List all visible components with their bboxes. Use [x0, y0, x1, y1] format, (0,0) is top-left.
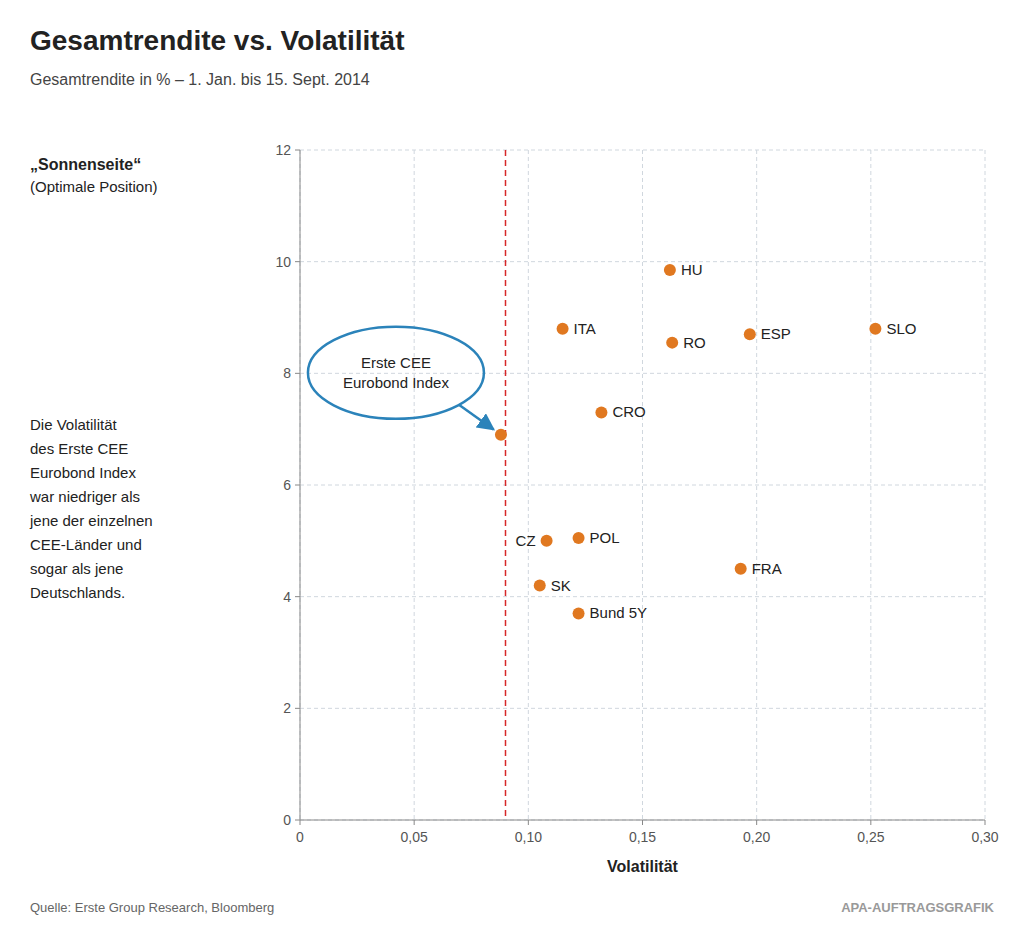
note-line: sogar als jene — [30, 560, 123, 577]
x-tick — [414, 820, 415, 825]
reference-sublabel: (Optimale Position) — [30, 178, 158, 195]
y-tick-label: 12 — [275, 142, 291, 158]
y-grid-line — [300, 596, 985, 597]
point-label: ESP — [761, 325, 791, 342]
x-tick — [642, 820, 643, 825]
axes: 0 0,05 0,10 0,15 0,20 0,25 0,30 0 2 4 6 8 10 12 — [275, 142, 998, 845]
source: Quelle: Erste Group Research, Bloomberg — [30, 900, 274, 915]
x-tick — [985, 820, 986, 825]
point — [666, 337, 678, 349]
x-tick-label: 0,10 — [515, 829, 542, 845]
point — [664, 264, 676, 276]
note-line: Die Volatilität — [30, 416, 118, 433]
y-tick — [295, 261, 300, 262]
y-tick — [295, 485, 300, 486]
y-tick-label: 2 — [283, 700, 291, 716]
y-grid-line — [300, 261, 985, 262]
point-label: SK — [551, 577, 571, 594]
reference-label: „Sonnenseite“ — [30, 156, 141, 173]
point — [495, 429, 507, 441]
point-label: CRO — [612, 403, 645, 420]
y-tick-label: 6 — [283, 477, 291, 493]
point-label: ITA — [574, 320, 596, 337]
y-tick — [295, 820, 300, 821]
reference-line — [505, 150, 507, 820]
x-tick-label: 0,30 — [971, 829, 998, 845]
point — [573, 532, 585, 544]
y-grid-line — [300, 150, 985, 151]
callout-ellipse — [308, 327, 484, 419]
point-label: CZ — [516, 532, 536, 549]
x-grid-line — [642, 150, 643, 820]
note-line: Eurobond Index — [30, 464, 136, 481]
y-tick — [295, 150, 300, 151]
x-grid-line — [300, 150, 301, 820]
y-tick-label: 0 — [283, 812, 291, 828]
y-tick-label: 8 — [283, 365, 291, 381]
point-label: FRA — [752, 560, 782, 577]
point — [541, 535, 553, 547]
note-line: des Erste CEE — [30, 440, 128, 457]
point — [869, 323, 881, 335]
y-grid-line — [300, 708, 985, 709]
x-tick — [870, 820, 871, 825]
note-line: Deutschlands. — [30, 584, 125, 601]
subtitle: Gesamtrendite in % – 1. Jan. bis 15. Sep… — [30, 71, 370, 88]
point-label: Bund 5Y — [590, 604, 648, 621]
callout-arrow — [459, 405, 493, 430]
credit: APA-AUFTRAGSGRAFIK — [841, 900, 994, 915]
point-label: SLO — [886, 320, 916, 337]
callout-label: Erste CEE Eurobond Index — [343, 354, 449, 391]
x-tick — [300, 820, 301, 825]
plot-area — [495, 150, 881, 820]
point — [735, 563, 747, 575]
title: Gesamtrendite vs. Volatilität — [30, 25, 405, 56]
x-tick-label: 0,25 — [857, 829, 884, 845]
y-tick — [295, 708, 300, 709]
y-tick-label: 10 — [275, 254, 291, 270]
y-grid-line — [300, 820, 985, 821]
point — [744, 328, 756, 340]
grid — [300, 150, 985, 820]
chart: Gesamtrendite vs. Volatilität Gesamtrendi… — [0, 0, 1024, 936]
point-labels: ITA HU RO CRO ESP SLO CZ POL FRA SK Bund 5Y — [516, 261, 917, 621]
point — [534, 580, 546, 592]
x-tick-label: 0,20 — [743, 829, 770, 845]
x-tick-label: 0,05 — [401, 829, 428, 845]
x-axis-line — [300, 820, 985, 821]
x-tick-label: 0 — [296, 829, 304, 845]
note-line: war niedriger als — [29, 488, 140, 505]
point — [595, 406, 607, 418]
point — [573, 607, 585, 619]
note-line: jene der einzelnen — [29, 512, 153, 529]
y-grid-line — [300, 485, 985, 486]
x-tick-label: 0,15 — [629, 829, 656, 845]
y-tick — [295, 373, 300, 374]
note-line: CEE-Länder und — [30, 536, 142, 553]
y-tick — [295, 596, 300, 597]
callout-label-line: Eurobond Index — [343, 374, 449, 391]
y-axis-line — [300, 150, 301, 820]
x-tick — [756, 820, 757, 825]
point — [557, 323, 569, 335]
callout-label-line: Erste CEE — [361, 354, 431, 371]
y-tick-label: 4 — [283, 589, 291, 605]
x-axis-label: Volatilität — [607, 858, 678, 875]
point-label: HU — [681, 261, 703, 278]
point-label: POL — [590, 529, 620, 546]
point-label: RO — [683, 334, 706, 351]
x-tick — [528, 820, 529, 825]
